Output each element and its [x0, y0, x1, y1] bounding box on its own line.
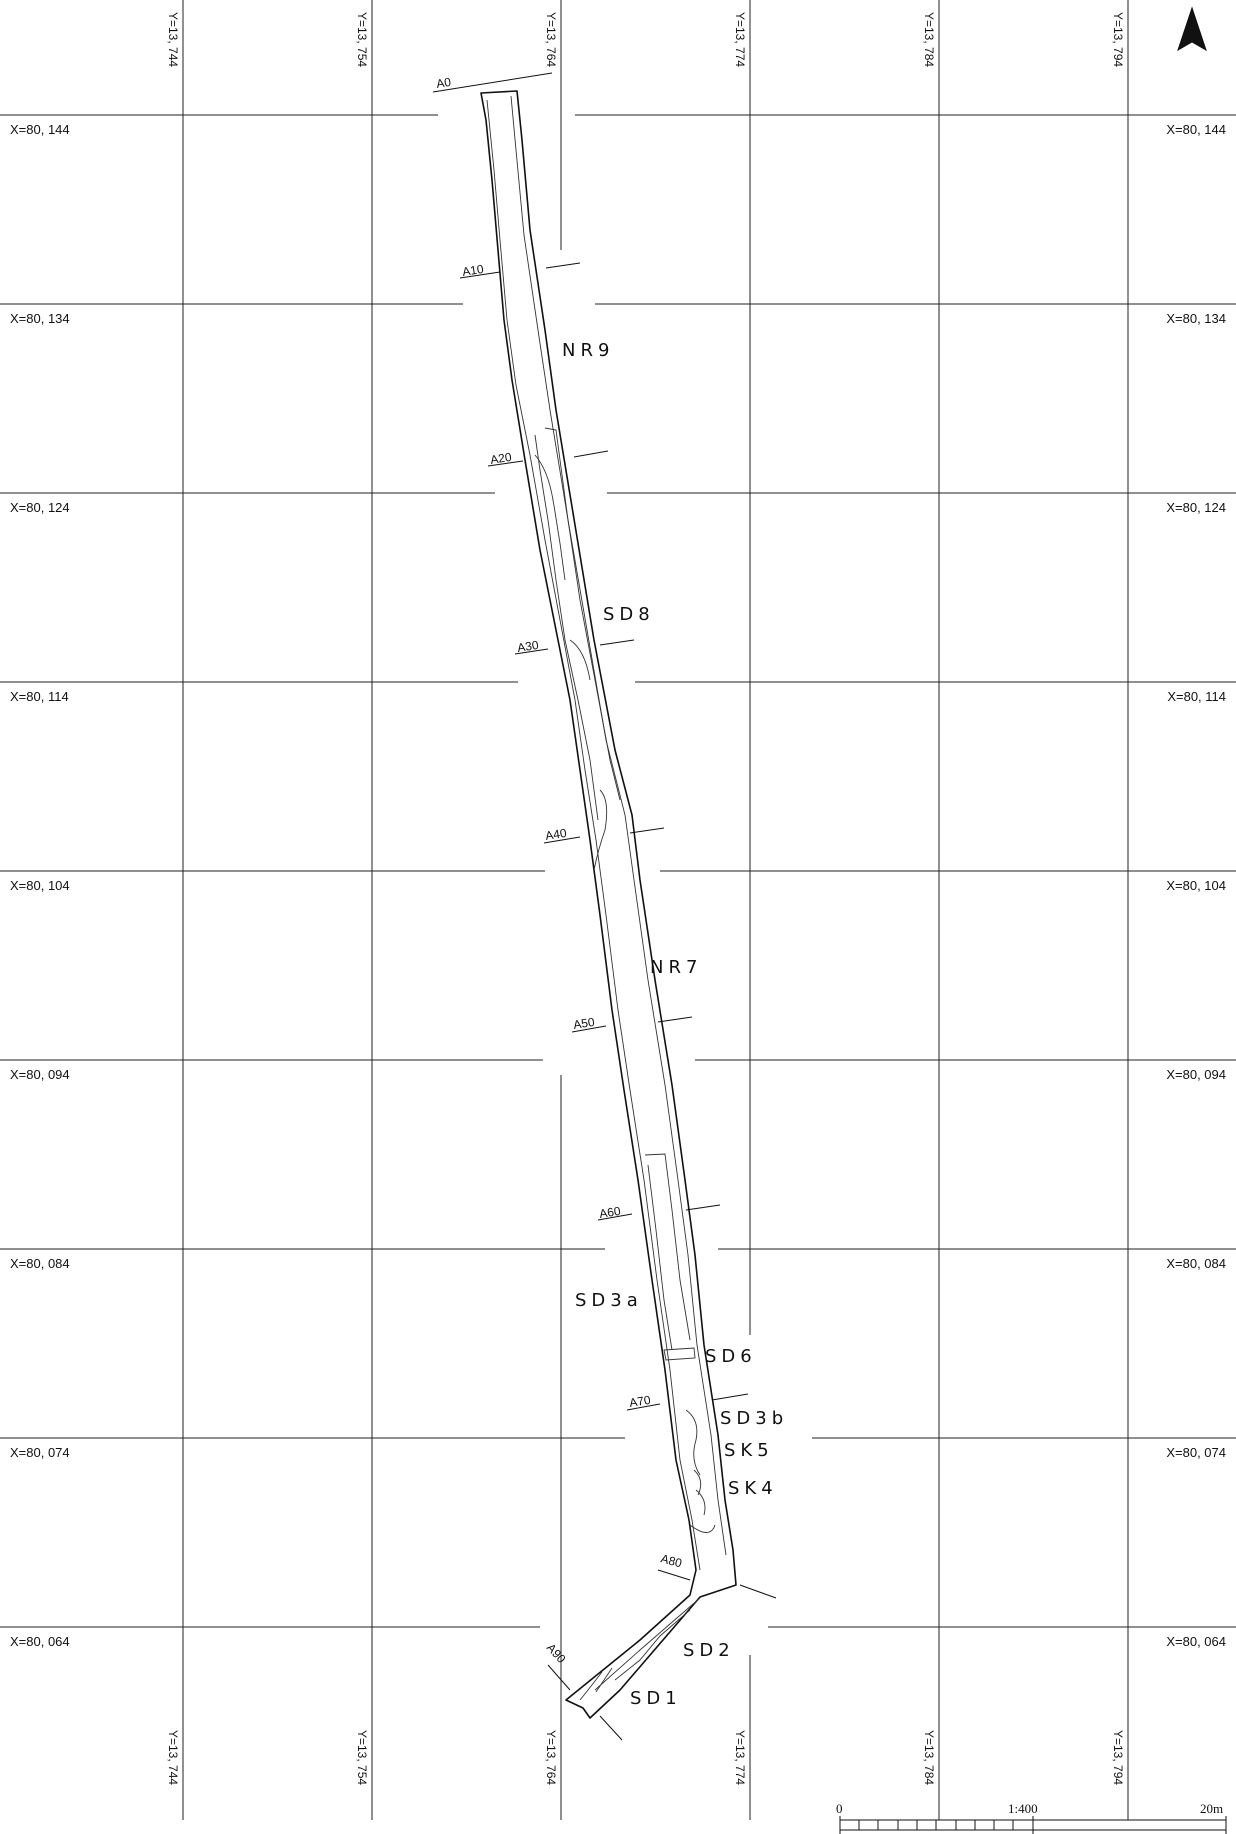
scale-ratio-label: 1:400 — [1008, 1801, 1038, 1816]
section-label-a40: A40 — [544, 826, 568, 843]
section-label-a50: A50 — [572, 1015, 596, 1032]
y-coordinate-labels: Y=13, 744 Y=13, 744 Y=13, 754 Y=13, 754 … — [166, 12, 1125, 1785]
section-label-a90: A90 — [544, 1641, 569, 1666]
x-label-left-7: X=80, 084 — [10, 1256, 70, 1271]
feature-label-sd3a: SD3a — [575, 1290, 643, 1311]
y-label-bottom-1: Y=13, 744 — [166, 1730, 180, 1785]
x-coordinate-labels: X=80, 144 X=80, 144 X=80, 134 X=80, 134 … — [10, 122, 1226, 1649]
sd3a-channel — [644, 1153, 691, 1351]
y-label-top-6: Y=13, 794 — [1111, 12, 1125, 67]
x-label-right-7: X=80, 084 — [1166, 1256, 1226, 1271]
x-label-right-1: X=80, 144 — [1166, 122, 1226, 137]
north-arrow-icon — [1177, 6, 1207, 52]
section-labels: A0 A10 A20 A30 A40 A50 A60 A70 A80 A90 — [435, 75, 684, 1666]
y-label-bottom-2: Y=13, 754 — [355, 1730, 369, 1785]
section-label-a60: A60 — [598, 1204, 622, 1221]
section-lines — [432, 72, 777, 1741]
x-label-right-4: X=80, 114 — [1167, 689, 1226, 704]
feature-label-sk5: SK5 — [724, 1440, 774, 1461]
section-label-a0: A0 — [435, 75, 452, 91]
y-label-top-1: Y=13, 744 — [166, 12, 180, 67]
y-label-bottom-4: Y=13, 774 — [733, 1730, 747, 1785]
x-label-right-5: X=80, 104 — [1166, 878, 1226, 893]
scale-end-label: 20m — [1200, 1801, 1223, 1816]
section-line-a50 — [571, 1025, 607, 1033]
feature-label-sd8: SD8 — [603, 604, 655, 625]
y-label-top-2: Y=13, 754 — [355, 12, 369, 67]
x-label-left-3: X=80, 124 — [10, 500, 70, 515]
feature-label-sd6: SD6 — [705, 1346, 757, 1367]
x-label-right-6: X=80, 094 — [1166, 1067, 1226, 1082]
x-label-left-1: X=80, 144 — [10, 122, 70, 137]
section-line-a80-right — [739, 1584, 777, 1599]
scale-ticks — [839, 1816, 1227, 1834]
section-line-a90 — [547, 1664, 571, 1691]
x-label-left-6: X=80, 094 — [10, 1067, 70, 1082]
trench-outline — [480, 90, 737, 1719]
section-label-a70: A70 — [628, 1393, 652, 1410]
section-line-a70 — [626, 1403, 661, 1411]
grid-y-lines — [182, 0, 1129, 1820]
sd8-channel — [534, 427, 621, 821]
sd2-channel — [594, 1597, 701, 1691]
section-line-a40-right — [629, 827, 665, 834]
section-line-a30-right — [599, 639, 635, 646]
sd3b-sk5-sk4-features — [685, 1409, 716, 1533]
x-label-left-4: X=80, 114 — [10, 689, 69, 704]
section-line-a10 — [459, 271, 501, 279]
feature-label-nr9: NR9 — [562, 340, 614, 361]
x-label-left-9: X=80, 064 — [10, 1634, 70, 1649]
section-line-a0 — [432, 72, 553, 93]
section-label-a80: A80 — [659, 1551, 684, 1570]
section-line-a40 — [543, 836, 581, 844]
scale-start-label: 0 — [836, 1801, 843, 1816]
x-label-left-2: X=80, 134 — [10, 311, 70, 326]
trench-inner-edge-west — [486, 99, 701, 1571]
y-label-bottom-3: Y=13, 764 — [544, 1730, 558, 1785]
section-line-a20 — [487, 460, 524, 467]
section-line-a30 — [514, 648, 549, 655]
x-label-right-3: X=80, 124 — [1166, 500, 1226, 515]
feature-label-sd3b: SD3b — [720, 1408, 788, 1429]
y-label-top-4: Y=13, 774 — [733, 12, 747, 67]
section-line-a80 — [657, 1569, 691, 1581]
feature-labels: NR9 SD8 NR7 SD3a SD6 SD3b SK5 SK4 SD2 SD… — [562, 340, 788, 1709]
trench-inner-edge-east — [510, 95, 727, 1556]
x-label-left-8: X=80, 074 — [10, 1445, 70, 1460]
section-label-a30: A30 — [516, 638, 540, 655]
grid-x-lines — [0, 114, 1236, 1628]
section-line-a10-right — [545, 262, 581, 269]
section-line-a90-right — [599, 1715, 623, 1741]
sd8-pit-fills — [534, 454, 608, 871]
section-line-a60-right — [685, 1204, 721, 1211]
x-label-right-9: X=80, 064 — [1166, 1634, 1226, 1649]
sd6-bar — [663, 1347, 696, 1361]
y-label-bottom-5: Y=13, 784 — [922, 1730, 936, 1785]
feature-label-sd1: SD1 — [630, 1688, 682, 1709]
y-label-top-5: Y=13, 784 — [922, 12, 936, 67]
y-label-top-3: Y=13, 764 — [544, 12, 558, 67]
x-label-right-8: X=80, 074 — [1166, 1445, 1226, 1460]
feature-label-nr7: NR7 — [650, 957, 702, 978]
sd1-channel — [579, 1667, 613, 1701]
section-line-a60 — [597, 1213, 633, 1221]
feature-label-sd2: SD2 — [683, 1640, 735, 1661]
y-label-bottom-6: Y=13, 794 — [1111, 1730, 1125, 1785]
x-label-right-2: X=80, 134 — [1166, 311, 1226, 326]
section-line-a20-right — [573, 450, 609, 458]
scale-bar: 0 1:400 20m — [836, 1801, 1227, 1834]
section-line-a50-right — [657, 1016, 693, 1023]
section-label-a20: A20 — [489, 450, 513, 467]
feature-label-sk4: SK4 — [728, 1478, 778, 1499]
x-label-left-5: X=80, 104 — [10, 878, 70, 893]
section-line-a70-right — [711, 1393, 749, 1401]
excavation-trench — [480, 90, 737, 1719]
section-label-a10: A10 — [461, 262, 485, 279]
